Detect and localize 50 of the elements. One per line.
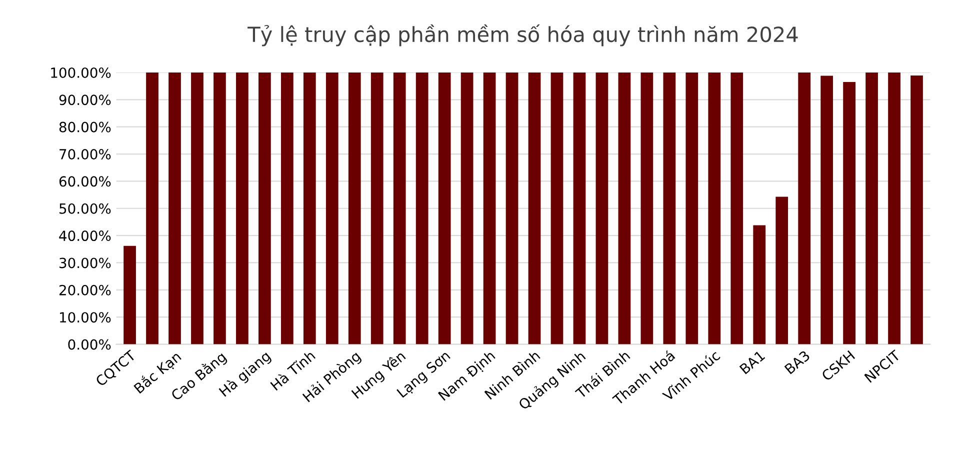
x-tick-label: BA1 xyxy=(739,350,766,374)
y-tick-label: 50.00% xyxy=(60,203,111,214)
y-tick-label: 70.00% xyxy=(60,148,111,160)
y-tick-label: 0.00% xyxy=(68,339,111,350)
bar xyxy=(776,196,788,344)
y-tick-label: 20.00% xyxy=(59,284,111,296)
bar xyxy=(280,72,294,344)
bar xyxy=(663,72,676,344)
bar xyxy=(236,72,248,344)
bar xyxy=(258,72,271,344)
bar xyxy=(866,72,878,344)
bar xyxy=(326,72,338,344)
bar xyxy=(438,72,451,344)
y-tick-label: 40.00% xyxy=(59,230,111,242)
chart-title: Tỷ lệ truy cập phần mềm số hóa quy trình năm 2024 xyxy=(248,24,798,46)
bar xyxy=(214,72,226,344)
bar xyxy=(416,72,428,344)
y-tick-label: 60.00% xyxy=(59,176,111,187)
bar xyxy=(460,72,474,344)
bar xyxy=(618,72,631,344)
bar xyxy=(708,72,721,344)
bar xyxy=(124,246,136,344)
bar xyxy=(798,72,811,344)
bar xyxy=(168,72,181,344)
bar xyxy=(303,72,316,344)
y-tick-label: 10.00% xyxy=(60,312,111,323)
y-tick-label: 90.00% xyxy=(59,94,111,106)
bar xyxy=(686,72,698,344)
bar xyxy=(820,76,833,344)
bar xyxy=(573,72,586,344)
bar xyxy=(888,72,900,344)
y-tick-label: 100.00% xyxy=(51,67,111,78)
x-tick-label: BA3 xyxy=(784,350,810,374)
bar xyxy=(146,72,158,344)
bar xyxy=(730,72,744,344)
bar xyxy=(393,72,406,344)
bar xyxy=(348,72,361,344)
bar xyxy=(596,72,608,344)
bar xyxy=(483,72,496,344)
bar xyxy=(528,72,541,344)
bar xyxy=(640,72,654,344)
bar xyxy=(843,82,856,344)
bar xyxy=(370,72,384,344)
y-tick-label: 80.00% xyxy=(59,122,111,132)
y-tick-label: 30.00% xyxy=(60,258,111,268)
bar xyxy=(191,72,204,344)
bar xyxy=(753,225,766,344)
bar xyxy=(506,72,518,344)
bar xyxy=(550,72,564,344)
bar xyxy=(910,75,923,344)
